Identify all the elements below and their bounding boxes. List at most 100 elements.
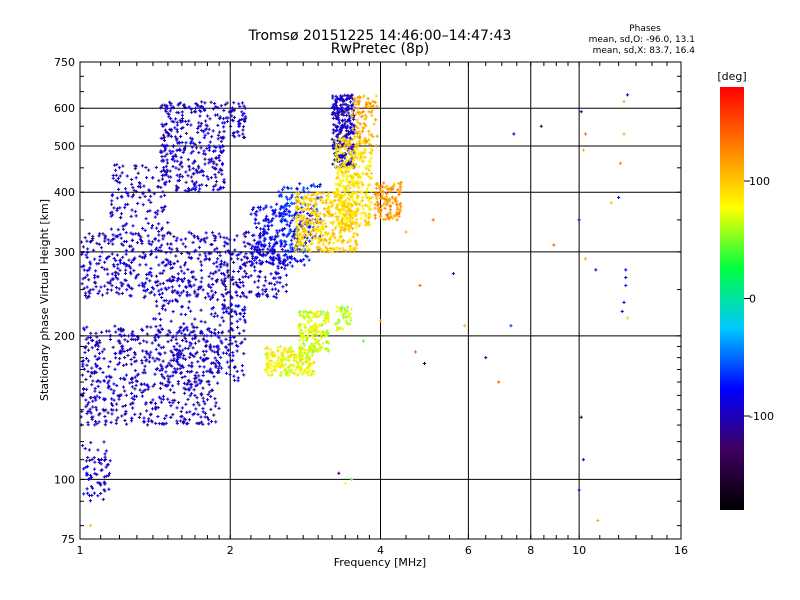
data-point: [113, 367, 117, 371]
data-point: [102, 409, 106, 413]
data-point: [103, 284, 107, 288]
data-point: [300, 205, 304, 210]
data-point: [100, 293, 105, 297]
data-point: [230, 118, 234, 122]
data-point: [88, 407, 92, 411]
data-point: [189, 107, 193, 111]
data-point: [167, 175, 171, 179]
data-point: [142, 389, 146, 393]
data-point: [214, 166, 218, 171]
data-point: [259, 262, 263, 266]
data-point: [119, 327, 123, 331]
data-point: [108, 360, 112, 364]
data-point: [213, 290, 218, 295]
data-point: [192, 183, 197, 187]
data-point: [218, 116, 222, 120]
data-point: [167, 261, 171, 265]
data-point: [288, 246, 293, 250]
data-point: [157, 222, 161, 226]
data-point: [391, 201, 395, 205]
data-point: [201, 373, 205, 378]
data-point: [193, 187, 197, 192]
data-point: [198, 114, 202, 118]
data-point: [258, 231, 263, 235]
data-point: [222, 298, 227, 302]
y-axis-label: Stationary phase Virtual Height [km]: [38, 199, 51, 401]
data-point: [213, 248, 217, 252]
data-point: [173, 153, 178, 157]
data-point: [175, 291, 179, 295]
data-point: [298, 182, 302, 186]
data-point: [302, 190, 306, 194]
data-point: [91, 248, 96, 252]
data-point: [173, 367, 177, 371]
data-point: [253, 245, 258, 249]
data-point: [298, 210, 302, 215]
data-point: [224, 371, 229, 375]
data-point: [154, 165, 158, 170]
data-point: [108, 211, 113, 215]
data-point: [319, 336, 324, 340]
data-point: [205, 369, 209, 373]
data-point: [283, 264, 287, 268]
data-point: [219, 339, 223, 343]
data-point: [163, 154, 167, 158]
data-point: [107, 471, 112, 475]
data-point: [175, 148, 179, 153]
data-point: [278, 344, 283, 349]
data-point: [171, 144, 176, 148]
data-point: [374, 94, 378, 98]
data-point: [181, 242, 185, 246]
data-point: [131, 193, 136, 197]
data-point: [331, 228, 335, 232]
data-point: [340, 159, 344, 163]
data-point: [123, 412, 127, 416]
data-point: [166, 383, 170, 387]
data-point: [227, 353, 231, 357]
data-point: [154, 255, 158, 259]
data-point: [219, 355, 223, 360]
data-point: [205, 146, 209, 151]
data-point: [133, 368, 137, 373]
data-point: [251, 233, 255, 238]
data-point: [203, 251, 207, 255]
data-point: [235, 319, 239, 323]
data-point: [153, 372, 157, 376]
data-point: [177, 111, 181, 115]
data-point: [332, 146, 336, 150]
data-point: [203, 157, 207, 161]
data-point: [126, 194, 130, 198]
data-point: [213, 397, 217, 401]
data-point: [212, 185, 216, 189]
data-point: [310, 353, 314, 357]
data-point: [145, 358, 149, 362]
data-point: [218, 250, 222, 255]
data-point: [140, 382, 144, 387]
data-point: [335, 100, 339, 104]
data-point: [224, 307, 228, 311]
data-point: [124, 222, 129, 226]
data-point: [110, 252, 114, 256]
data-point: [105, 291, 109, 295]
data-point: [234, 312, 239, 316]
data-point: [197, 124, 201, 128]
data-point: [375, 197, 379, 201]
data-point: [168, 363, 172, 367]
data-point: [181, 348, 185, 352]
data-point: [175, 247, 179, 251]
data-point: [182, 277, 187, 281]
data-point: [276, 346, 280, 350]
data-point: [207, 148, 211, 152]
data-point: [131, 232, 135, 236]
data-point: [123, 206, 127, 210]
data-point: [231, 354, 235, 358]
data-point: [103, 397, 107, 401]
data-point: [298, 222, 302, 226]
data-point: [111, 233, 115, 237]
data-point: [146, 352, 150, 356]
data-point: [148, 353, 152, 357]
data-point: [375, 104, 379, 108]
data-point: [306, 193, 310, 197]
data-point: [103, 489, 107, 493]
data-point: [152, 382, 157, 386]
